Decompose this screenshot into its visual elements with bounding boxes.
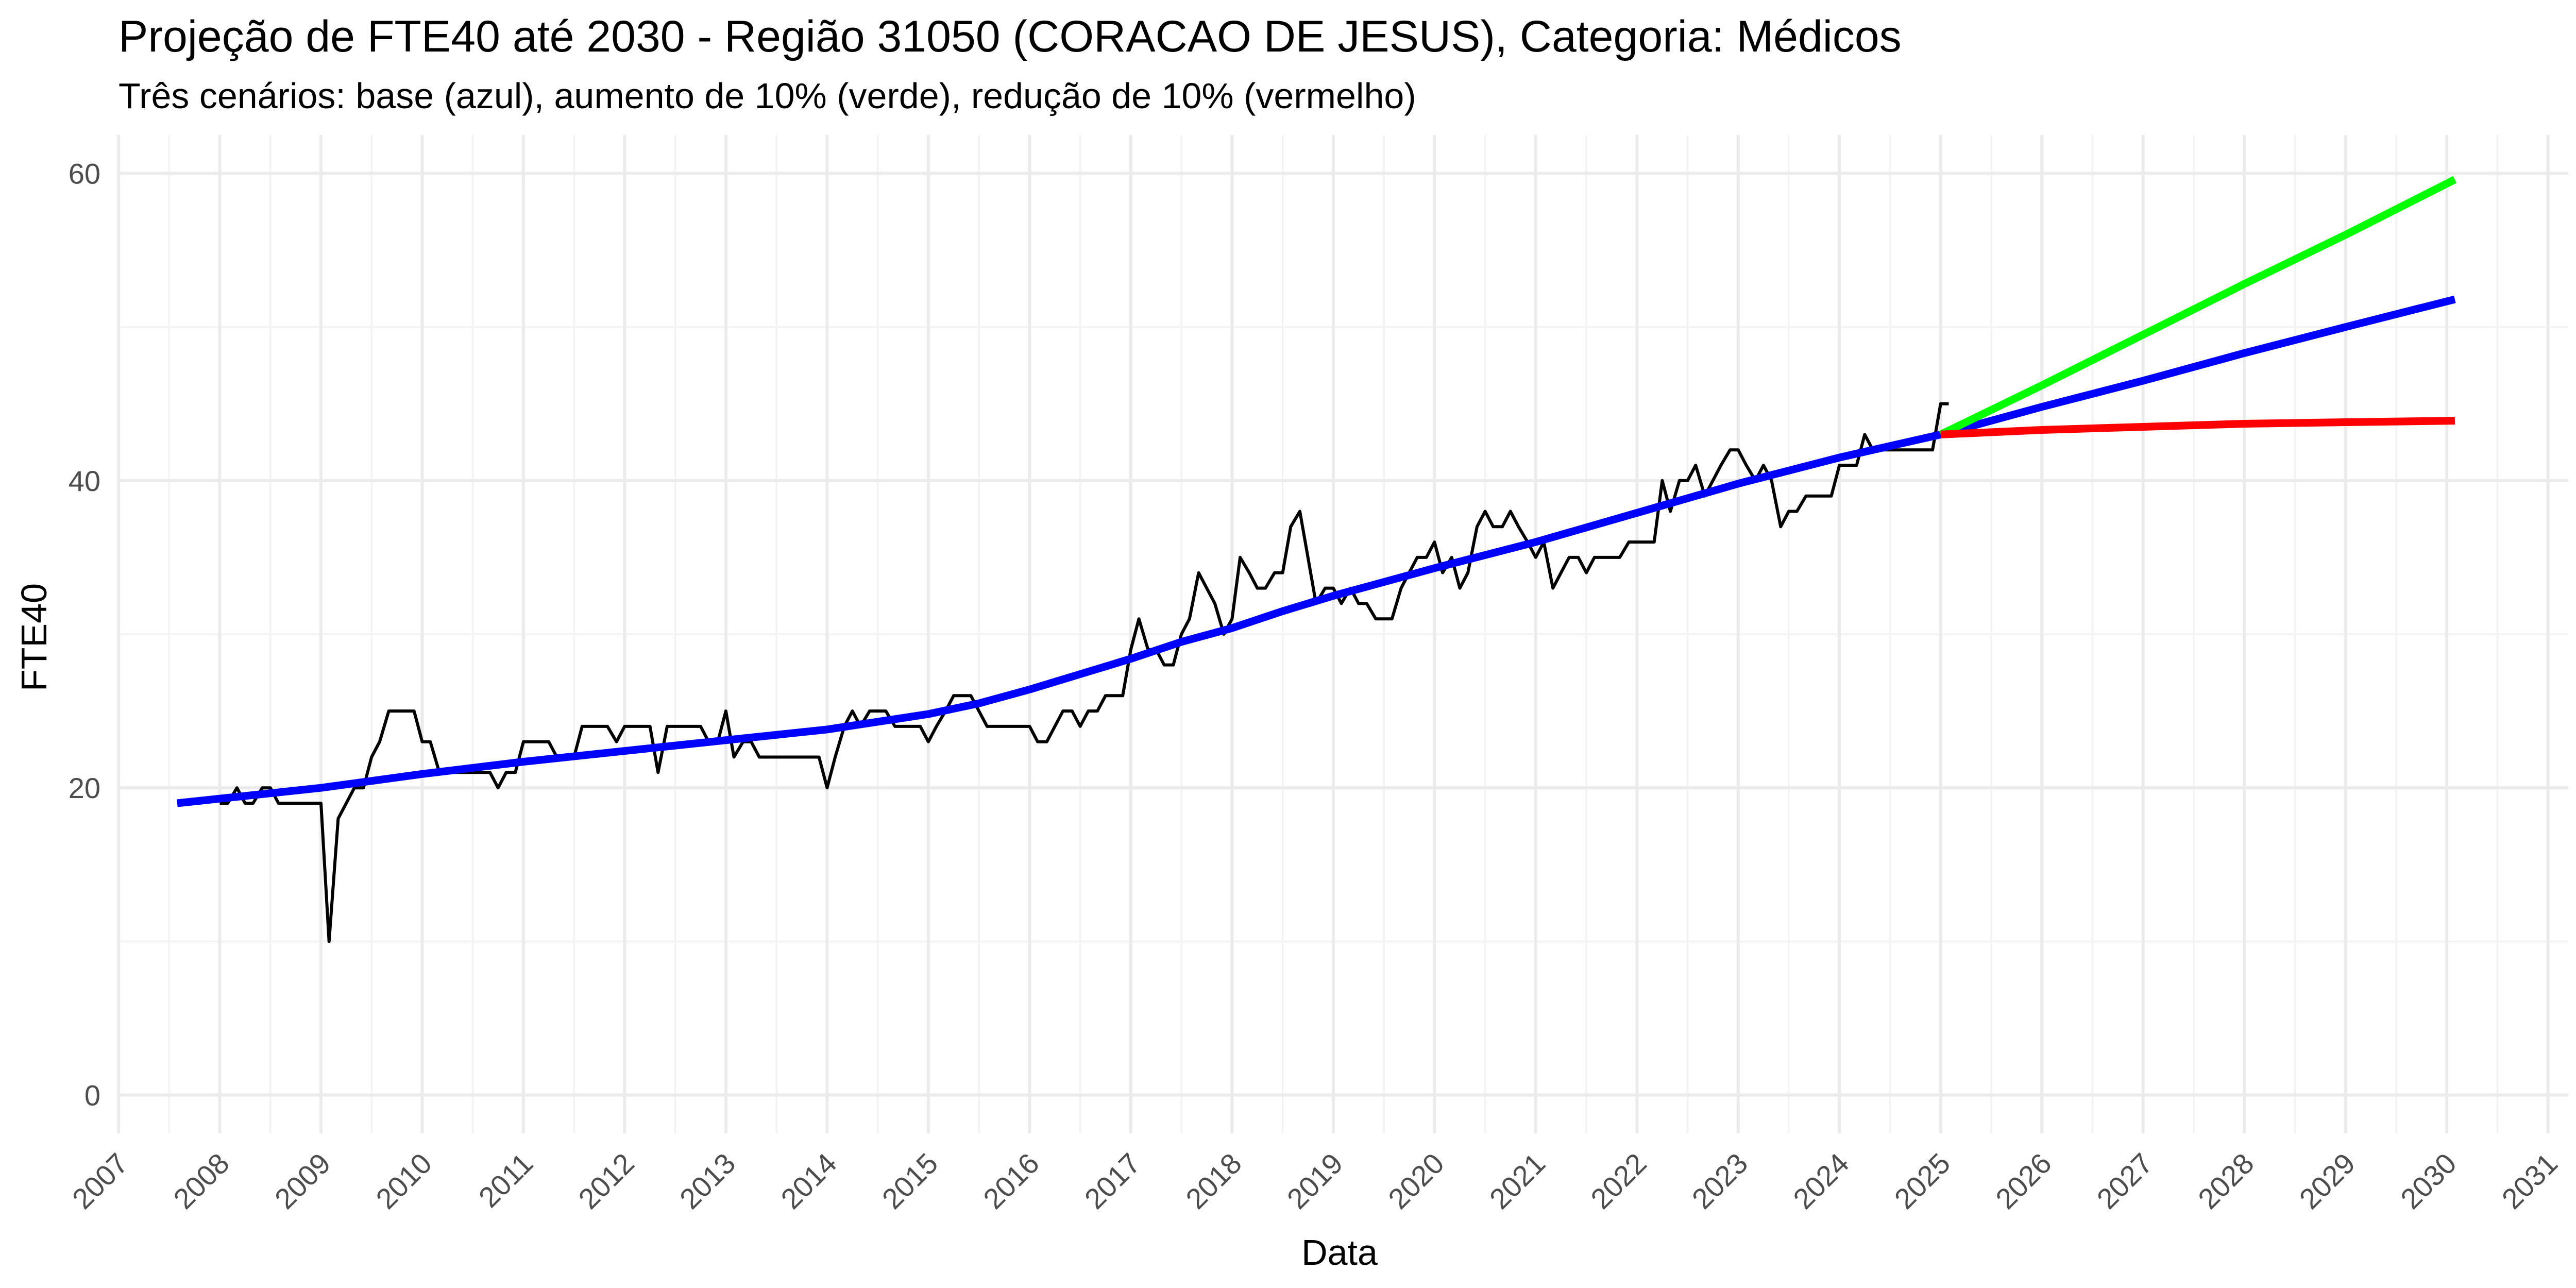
x-tick-label: 2016 bbox=[977, 1147, 1045, 1215]
x-tick-label: 2009 bbox=[268, 1147, 337, 1215]
x-tick-label: 2028 bbox=[2192, 1147, 2260, 1215]
series-line-decrease bbox=[1940, 417, 2455, 438]
chart-subtitle: Três cenários: base (azul), aumento de 1… bbox=[118, 76, 1416, 116]
series-line-base bbox=[177, 295, 2456, 807]
y-axis-ticks: 0 20 40 60 bbox=[69, 158, 100, 1112]
x-tick-label: 2025 bbox=[1888, 1147, 1957, 1215]
x-tick-label: 2010 bbox=[369, 1147, 438, 1215]
x-tick-label: 2018 bbox=[1179, 1147, 1248, 1215]
x-tick-label: 2020 bbox=[1382, 1147, 1450, 1215]
x-tick-label: 2030 bbox=[2394, 1147, 2463, 1215]
x-tick-label: 2013 bbox=[673, 1147, 742, 1215]
chart-title: Projeção de FTE40 até 2030 - Região 3105… bbox=[118, 12, 1902, 61]
x-axis-ticks: 2007 2008 2009 2010 2011 2012 2013 2014 2015 2016… bbox=[66, 1147, 2564, 1215]
x-tick-label: 2026 bbox=[1989, 1147, 2058, 1215]
series-line-increase bbox=[1939, 176, 2457, 438]
x-tick-label: 2029 bbox=[2293, 1147, 2362, 1215]
x-tick-label: 2007 bbox=[66, 1147, 134, 1215]
series-line-observed bbox=[219, 402, 1949, 943]
y-tick-label: 0 bbox=[84, 1079, 100, 1111]
x-tick-label: 2012 bbox=[572, 1147, 640, 1215]
x-tick-label: 2024 bbox=[1787, 1147, 1855, 1215]
y-tick-label: 20 bbox=[69, 772, 100, 804]
y-tick-label: 40 bbox=[69, 465, 100, 497]
x-tick-label: 2011 bbox=[472, 1147, 539, 1214]
x-axis-title: Data bbox=[1301, 1232, 1378, 1273]
x-tick-label: 2031 bbox=[2496, 1147, 2564, 1215]
minor-gridlines bbox=[118, 135, 2568, 1133]
data-series bbox=[177, 176, 2457, 943]
x-tick-label: 2023 bbox=[1686, 1147, 1754, 1215]
x-tick-label: 2027 bbox=[2091, 1147, 2159, 1215]
x-tick-label: 2017 bbox=[1078, 1147, 1147, 1215]
x-tick-label: 2008 bbox=[167, 1147, 235, 1215]
x-tick-label: 2014 bbox=[774, 1147, 843, 1215]
y-tick-label: 60 bbox=[69, 158, 100, 190]
x-tick-label: 2015 bbox=[876, 1147, 944, 1215]
major-gridlines bbox=[117, 135, 2568, 1133]
x-tick-label: 2019 bbox=[1281, 1147, 1349, 1215]
x-tick-label: 2021 bbox=[1483, 1147, 1552, 1215]
y-axis-title: FTE40 bbox=[14, 583, 54, 691]
x-tick-label: 2022 bbox=[1584, 1147, 1653, 1215]
